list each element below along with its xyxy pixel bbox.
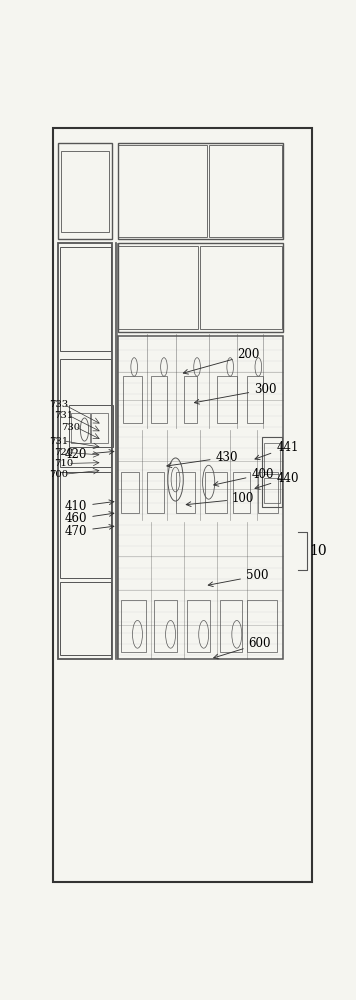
- Bar: [258, 472, 278, 513]
- Bar: [60, 247, 111, 351]
- Bar: [205, 472, 227, 513]
- Bar: [147, 472, 164, 513]
- Bar: [247, 600, 277, 652]
- Text: 300: 300: [194, 383, 277, 404]
- Bar: [60, 359, 111, 466]
- Text: 460: 460: [65, 512, 114, 525]
- Text: 10: 10: [309, 544, 327, 558]
- Bar: [154, 600, 177, 652]
- Bar: [119, 145, 207, 237]
- Bar: [247, 376, 263, 423]
- Text: 700: 700: [49, 470, 69, 479]
- Text: 600: 600: [214, 637, 271, 659]
- Bar: [220, 600, 242, 652]
- Bar: [200, 246, 282, 329]
- Text: 441: 441: [255, 441, 299, 460]
- Bar: [234, 472, 250, 513]
- Text: 440: 440: [255, 472, 299, 489]
- Text: 470: 470: [65, 525, 114, 538]
- Bar: [209, 145, 282, 237]
- Text: 720: 720: [54, 448, 73, 457]
- Bar: [119, 246, 198, 329]
- Text: 710: 710: [54, 459, 73, 468]
- Text: 420: 420: [65, 448, 114, 461]
- Bar: [69, 405, 114, 447]
- Bar: [60, 472, 111, 578]
- Text: 430: 430: [167, 451, 238, 468]
- Text: 733: 733: [49, 400, 69, 409]
- Bar: [58, 243, 112, 659]
- Text: 500: 500: [208, 569, 268, 587]
- Text: 200: 200: [183, 348, 260, 374]
- Bar: [262, 437, 282, 507]
- Bar: [117, 243, 283, 332]
- Bar: [58, 143, 112, 239]
- Bar: [217, 376, 237, 423]
- Bar: [91, 413, 108, 443]
- Bar: [264, 478, 280, 503]
- Text: 731: 731: [49, 437, 69, 446]
- Bar: [71, 413, 90, 443]
- Bar: [121, 600, 146, 652]
- Text: 410: 410: [65, 500, 114, 513]
- Bar: [151, 376, 167, 423]
- Bar: [61, 151, 109, 232]
- Bar: [60, 582, 111, 655]
- Text: 400: 400: [214, 468, 274, 486]
- Bar: [122, 376, 142, 423]
- Bar: [117, 336, 283, 659]
- Bar: [176, 472, 195, 513]
- Bar: [264, 443, 280, 474]
- Bar: [184, 376, 197, 423]
- Bar: [187, 600, 210, 652]
- Bar: [117, 143, 283, 239]
- Text: 100: 100: [186, 492, 255, 506]
- Bar: [121, 472, 139, 513]
- Text: 730: 730: [61, 423, 80, 432]
- Text: 731: 731: [54, 411, 73, 420]
